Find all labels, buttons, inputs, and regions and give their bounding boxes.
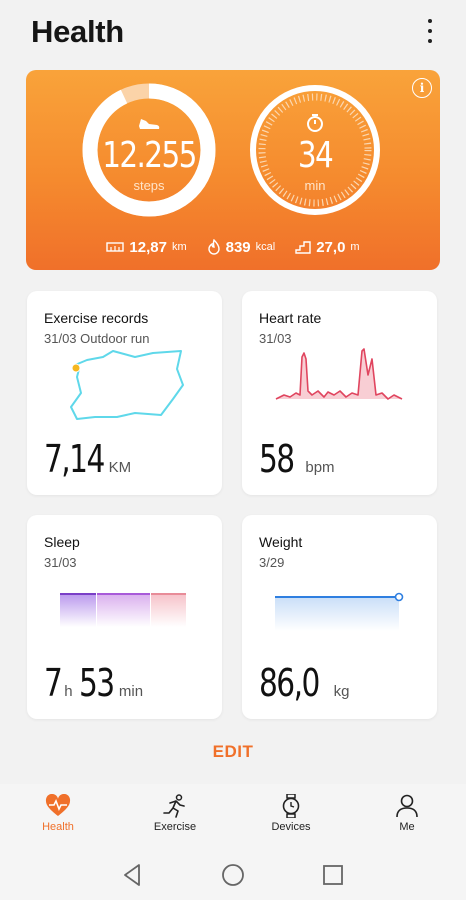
tab-label: Devices: [271, 821, 311, 833]
page-title: Health: [31, 14, 124, 49]
heart-rate-value: 58: [259, 437, 295, 481]
sleep-minutes-value: 53: [78, 661, 115, 705]
distance-unit: km: [171, 241, 187, 253]
card-title: Exercise records: [44, 310, 149, 326]
minutes-unit: min: [304, 178, 326, 193]
more-options-icon[interactable]: [418, 16, 442, 46]
daily-stats-row: 12,87 km 839 kcal 27,0 m: [26, 236, 440, 258]
ruler-icon: [106, 242, 125, 252]
floors-value: 27,0: [316, 238, 346, 256]
card-subtitle: 31/03: [44, 555, 77, 570]
sleep-hours-value: 7: [44, 661, 63, 705]
card-subtitle: 31/03 Outdoor run: [44, 331, 150, 346]
heart-icon: [45, 794, 71, 816]
stairs-icon: [295, 241, 311, 254]
exercise-distance: 7,14 KM: [44, 437, 131, 481]
tab-me[interactable]: Me: [362, 794, 452, 833]
route-map: [70, 350, 184, 420]
heart-rate-chart: [275, 348, 403, 400]
card-subtitle: 31/03: [259, 331, 292, 346]
weight-unit: kg: [333, 683, 350, 700]
floors-unit: m: [350, 241, 360, 253]
exercise-records-card[interactable]: Exercise records 31/03 Outdoor run 7,14 …: [27, 291, 222, 495]
active-minutes-ring[interactable]: 34 min: [248, 83, 382, 217]
calories-value: 839: [225, 238, 251, 256]
activity-summary-card[interactable]: i 12.255 steps 34 min: [26, 70, 440, 270]
distance-stat: 12,87 km: [106, 238, 187, 256]
distance-value: 12,87: [129, 238, 167, 256]
calories-stat: 839 kcal: [207, 238, 276, 256]
heart-rate-card[interactable]: Heart rate 31/03 58 bpm: [242, 291, 437, 495]
weight-card[interactable]: Weight 3/29 86,0 kg: [242, 515, 437, 719]
card-title: Sleep: [44, 534, 80, 550]
info-icon[interactable]: i: [412, 78, 432, 98]
card-title: Heart rate: [259, 310, 322, 326]
heart-rate-reading: 58 bpm: [259, 437, 335, 481]
running-icon: [163, 794, 185, 818]
tab-label: Exercise: [153, 821, 197, 833]
tab-exercise[interactable]: Exercise: [130, 794, 220, 833]
weight-reading: 86,0 kg: [259, 661, 349, 705]
recents-icon[interactable]: [320, 862, 346, 888]
steps-unit: steps: [133, 178, 165, 193]
sleep-minutes-unit: min: [118, 683, 144, 700]
floors-stat: 27,0 m: [295, 238, 360, 256]
sleep-hours-unit: h: [64, 683, 73, 700]
steps-ring[interactable]: 12.255 steps: [82, 83, 216, 217]
heart-rate-unit: bpm: [305, 459, 335, 476]
shoe-icon: [139, 119, 160, 129]
watch-icon: [282, 794, 300, 818]
sleep-stages-chart: [60, 593, 186, 627]
tab-health[interactable]: Health: [13, 794, 103, 833]
system-navigation-bar: [0, 850, 466, 900]
weight-value: 86,0: [259, 661, 320, 705]
tab-label: Health: [42, 821, 74, 833]
card-subtitle: 3/29: [259, 555, 285, 570]
tab-label: Me: [399, 821, 415, 833]
person-icon: [396, 794, 418, 818]
tab-devices[interactable]: Devices: [246, 794, 336, 833]
card-title: Weight: [259, 534, 303, 550]
minutes-value: 34: [297, 135, 334, 176]
exercise-distance-value: 7,14: [44, 437, 105, 481]
sleep-card[interactable]: Sleep 31/03 7 h 53 min: [27, 515, 222, 719]
exercise-distance-unit: KM: [108, 459, 132, 476]
steps-value: 12.255: [102, 135, 197, 176]
edit-button[interactable]: EDIT: [212, 742, 254, 761]
stopwatch-icon: [307, 114, 323, 132]
calories-unit: kcal: [255, 241, 276, 253]
app-header: Health: [0, 0, 466, 66]
weight-trend-chart: [275, 592, 404, 631]
sleep-duration: 7 h 53 min: [44, 661, 143, 705]
back-icon[interactable]: [120, 862, 146, 888]
home-icon[interactable]: [220, 862, 246, 888]
flame-icon: [207, 239, 220, 255]
bottom-tab-bar: Health Exercise Devices Me: [0, 784, 466, 850]
